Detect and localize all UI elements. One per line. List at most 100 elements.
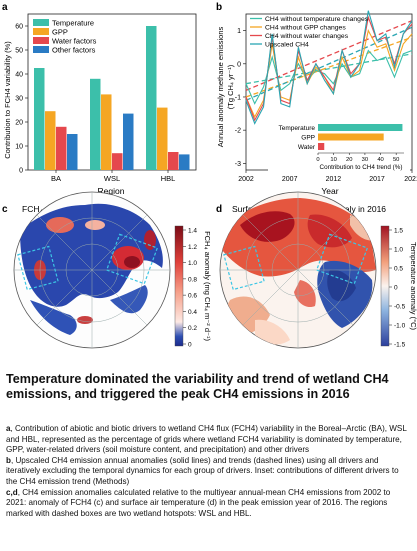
panel-d-cbar-tick-label: 1.5: [394, 228, 403, 235]
panel-c-colorbar-ticks: 1.4 1.2 1.0 0.8 0.6 0.4 0.2 0: [183, 228, 197, 349]
bar-wsl-other-factors: [123, 113, 134, 170]
inset-xtick-label: 10: [330, 157, 336, 163]
legend-swatch: [33, 37, 49, 44]
caption-a: a, Contribution of abiotic and biotic dr…: [6, 424, 411, 456]
panel-b-ytick-label: -1: [235, 94, 241, 101]
inset-xtick-label: 0: [316, 157, 319, 163]
inset-bar-water: [318, 143, 325, 150]
inset-bar-temperature: [318, 124, 403, 131]
panel-d-cbar-tick-label: 1.0: [394, 247, 403, 254]
panel-b-ylabel-l2: (Tg CH₄ yr⁻¹): [226, 64, 235, 109]
panel-b-xtick-label: 2012: [326, 176, 342, 183]
caption-cd-text: , CH4 emission anomalies calculated rela…: [6, 487, 391, 518]
panel-b-ylabel-l1: Annual anomaly methane emissions: [216, 27, 225, 148]
bar-ba-temperature: [34, 68, 45, 170]
panel-d-colorbar-ticks: 1.5 1.0 0.5 0 -0.5 -1.0 -1.5: [389, 228, 406, 349]
trend-line: [245, 53, 413, 85]
inset-category-label: Temperature: [279, 125, 316, 132]
panel-d-cbar-tick-label: -0.5: [394, 304, 406, 311]
panel-a-ytick-label: 20: [15, 120, 23, 127]
legend-label: Water factors: [52, 37, 97, 46]
panel-c-cbar-tick-label: 0.6: [188, 293, 197, 300]
bar-ba-other-factors: [67, 134, 78, 170]
inset-category-label: GPP: [301, 135, 315, 142]
panel-b-ytick-label: 1: [237, 28, 241, 35]
panel-a-xtick-label: HBL: [161, 174, 176, 183]
panel-a-letter: a: [2, 2, 8, 13]
inset-xtick-label: 40: [377, 157, 383, 163]
caption-b: b, Upscaled CH4 emission annual anomalie…: [6, 456, 411, 488]
map-temperature-anomaly: [219, 191, 377, 349]
legend-label: CH4 without temperature changes: [265, 16, 369, 23]
panel-b-ytick-label: -2: [235, 128, 241, 135]
panel-a-bar-chart: Contribution to FCH4 variability (%) Reg…: [3, 13, 197, 196]
figure: a Contribution to FCH4 variability (%) R…: [2, 2, 417, 349]
bar-hbl-temperature: [146, 26, 157, 170]
panel-c-cbar-tick-label: 1.0: [188, 260, 197, 267]
map-fch4-anomaly: [13, 191, 171, 349]
caption-b-text: , Upscaled CH4 emission annual anomalies…: [6, 455, 399, 486]
bar-hbl-other-factors: [179, 154, 190, 170]
panel-b-xtick-label: 2002: [238, 176, 254, 183]
bar-wsl-gpp: [101, 94, 112, 170]
panel-a-xtick-label: WSL: [104, 174, 120, 183]
panel-a-ytick-label: 50: [15, 48, 23, 55]
panel-c-cbar-tick-label: 1.4: [188, 228, 197, 235]
panel-a-ylabel: Contribution to FCH4 variability (%): [3, 41, 12, 159]
panel-c-cbar-tick-label: 0.4: [188, 309, 197, 316]
panel-a-xtick-label: BA: [51, 174, 61, 183]
legend-label: Temperature: [52, 19, 94, 28]
panel-d-letter: d: [216, 204, 222, 215]
legend-label: Other factors: [52, 46, 96, 55]
bar-hbl-water-factors: [168, 152, 179, 170]
inset-xtick-label: 20: [346, 157, 352, 163]
panel-b-letter: b: [216, 2, 222, 13]
panel-b-xtick-label: 2017: [369, 176, 385, 183]
bar-hbl-gpp: [157, 107, 168, 170]
panel-d-cbar-tick-label: -1.5: [394, 342, 406, 349]
legend-label: Upscaled CH4: [265, 42, 309, 49]
inset-xtick-label: 30: [362, 157, 368, 163]
bar-wsl-water-factors: [112, 153, 123, 170]
legend-swatch: [33, 28, 49, 35]
inset-xlabel: Contribution to CH4 trend (%): [320, 164, 403, 171]
trend-line: [245, 36, 413, 98]
inset-bar-gpp: [318, 133, 384, 141]
panel-d-colorbar: [380, 225, 390, 347]
figure-title: Temperature dominated the variability an…: [6, 372, 389, 402]
panel-c-cbar-tick-label: 0: [188, 342, 192, 349]
panel-b-line-chart: Annual anomaly methane emissions(Tg CH₄ …: [216, 10, 417, 196]
series-line: [245, 29, 413, 119]
series-line: [245, 49, 413, 105]
bar-ba-water-factors: [56, 126, 67, 170]
panel-a-ytick-label: 0: [19, 168, 23, 175]
panel-a-ytick-label: 10: [15, 144, 23, 151]
inset-xtick-label: 50: [393, 157, 399, 163]
panel-d-cbar-label: Temperature anomaly (°C): [409, 242, 417, 331]
legend-swatch: [33, 46, 49, 53]
panel-c-colorbar: [174, 225, 184, 347]
bar-ba-gpp: [45, 111, 56, 170]
panel-b-ylabel: Annual anomaly methane emissions(Tg CH₄ …: [216, 27, 235, 148]
caption-a-letter: a: [6, 424, 11, 433]
caption-cd: c,d, CH4 emission anomalies calculated r…: [6, 488, 411, 520]
panel-b-xlabel: Year: [321, 186, 338, 196]
legend-swatch: [33, 19, 49, 26]
panel-b-ytick-label: -3: [235, 161, 241, 168]
panel-c-cbar-label: FCH₄ anomaly (mg CH₄ m⁻² d⁻¹): [203, 231, 212, 341]
legend-label: CH4 without water changes: [265, 33, 349, 40]
legend-label: CH4 without GPP changes: [265, 25, 346, 32]
panel-d-cbar-tick-label: -1.0: [394, 323, 406, 330]
figure-caption: a, Contribution of abiotic and biotic dr…: [6, 424, 411, 519]
panel-d-cbar-tick-label: 0.5: [394, 266, 403, 273]
legend-label: GPP: [52, 28, 68, 37]
panel-a-ytick-label: 30: [15, 96, 23, 103]
panel-d-cbar-tick-label: 0: [394, 285, 398, 292]
trend-line: [245, 20, 413, 91]
panel-a-xlabel: Region: [98, 186, 125, 196]
panel-b-legend: CH4 without temperature changes CH4 witho…: [250, 16, 369, 49]
series-line: [245, 10, 413, 125]
panel-c-cbar-tick-label: 1.2: [188, 244, 197, 251]
